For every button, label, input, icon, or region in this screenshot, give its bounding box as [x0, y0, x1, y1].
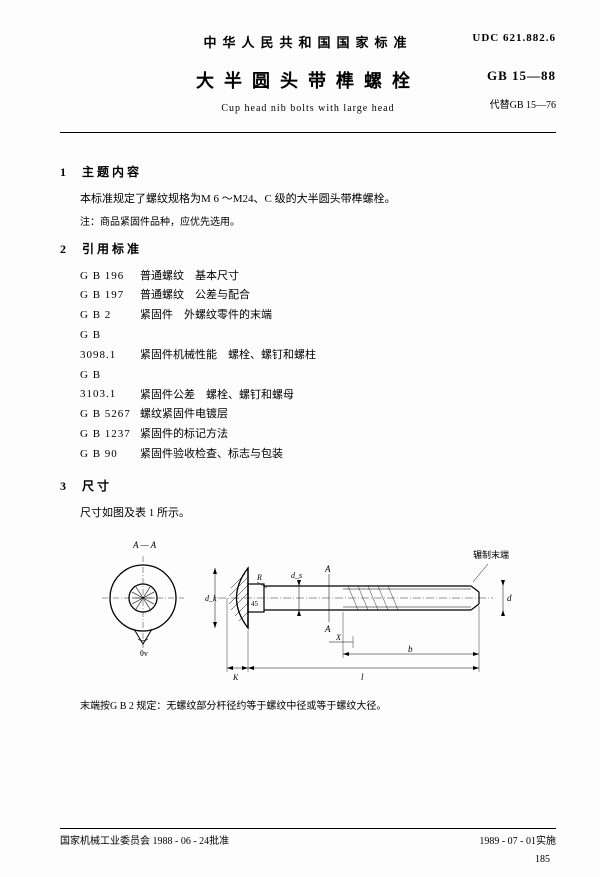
- end-label: 辗制末端: [473, 549, 509, 560]
- ref-desc: 普通螺纹 公差与配合: [140, 289, 250, 301]
- section-3-title: 尺寸: [82, 479, 112, 493]
- ref-item: G B 5267螺纹紧固件电镀层: [80, 405, 556, 425]
- ref-item: G B 196普通螺纹 基本尺寸: [80, 267, 556, 287]
- ref-code: G B 5267: [80, 405, 140, 425]
- footer: 国家机械工业委员会 1988 - 06 - 24批准 1989 - 07 - 0…: [60, 832, 556, 847]
- section-3-body: 尺寸如图及表 1 所示。: [80, 504, 556, 523]
- svg-text:d_s: d_s: [291, 571, 302, 580]
- svg-text:d: d: [507, 593, 512, 603]
- ref-code: G B 196: [80, 267, 140, 287]
- page-number: 185: [535, 854, 550, 865]
- ref-code: G B 3103.1: [80, 366, 140, 406]
- ref-code: G B 3098.1: [80, 326, 140, 366]
- svg-text:θv: θv: [140, 649, 148, 658]
- ref-desc: 螺纹紧固件电镀层: [140, 408, 228, 420]
- title-chinese: 大半圆头带榫螺栓: [60, 67, 556, 93]
- ref-code: G B 90: [80, 445, 140, 465]
- svg-text:A: A: [324, 624, 331, 634]
- svg-text:45: 45: [251, 600, 259, 608]
- ref-item: G B 3103.1紧固件公差 螺栓、螺钉和螺母: [80, 366, 556, 406]
- section-3-num: 3: [60, 479, 76, 494]
- section-1-title: 主题内容: [82, 165, 142, 179]
- effective-text: 1989 - 07 - 01实施: [479, 832, 556, 847]
- svg-text:d_k: d_k: [205, 594, 217, 603]
- udc-code: UDC 621.882.6: [472, 32, 556, 44]
- section-1-note: 注：商品紧固件品种，应优先选用。: [80, 213, 556, 228]
- svg-text:R: R: [256, 573, 262, 582]
- ref-item: G B 197普通螺纹 公差与配合: [80, 286, 556, 306]
- ref-desc: 紧固件验收检查、标志与包装: [140, 448, 283, 460]
- ref-desc: 紧固件公差 螺栓、螺钉和螺母: [140, 388, 294, 400]
- page: 中华人民共和国国家标准 UDC 621.882.6 大半圆头带榫螺栓 GB 15…: [0, 0, 600, 877]
- ref-item: G B 1237紧固件的标记方法: [80, 425, 556, 445]
- ref-code: G B 197: [80, 286, 140, 306]
- section-1-heading: 1 主题内容: [60, 163, 556, 180]
- ref-code: G B 2: [80, 306, 140, 326]
- reference-list: G B 196普通螺纹 基本尺寸 G B 197普通螺纹 公差与配合 G B 2…: [80, 267, 556, 465]
- ref-desc: 紧固件的标记方法: [140, 428, 228, 440]
- ref-desc: 紧固件机械性能 螺栓、螺钉和螺柱: [140, 349, 316, 361]
- section-1-body: 本标准规定了螺纹规格为M 6 ～M24、C 级的大半圆头带榫螺栓。: [80, 190, 556, 209]
- svg-text:b: b: [408, 644, 413, 654]
- svg-text:A: A: [324, 564, 331, 574]
- ref-item: G B 3098.1紧固件机械性能 螺栓、螺钉和螺柱: [80, 326, 556, 366]
- ref-item: G B 2紧固件 外螺纹零件的末端: [80, 306, 556, 326]
- technical-drawing: A — A θv: [60, 536, 556, 689]
- section-2-num: 2: [60, 242, 76, 257]
- ref-desc: 紧固件 外螺纹零件的末端: [140, 309, 272, 321]
- svg-text:l: l: [361, 672, 364, 682]
- section-label: A — A: [132, 540, 157, 550]
- ref-desc: 普通螺纹 基本尺寸: [140, 270, 239, 282]
- header-block: 中华人民共和国国家标准 UDC 621.882.6 大半圆头带榫螺栓 GB 15…: [60, 32, 556, 114]
- ref-item: G B 90紧固件验收检查、标志与包装: [80, 445, 556, 465]
- title-english: Cup head nib bolts with large head: [60, 103, 556, 114]
- approval-text: 国家机械工业委员会 1988 - 06 - 24批准: [60, 832, 229, 847]
- svg-text:K: K: [232, 673, 239, 682]
- section-2-heading: 2 引用标准: [60, 240, 556, 257]
- section-2-title: 引用标准: [82, 242, 142, 256]
- section-3-heading: 3 尺寸: [60, 477, 556, 494]
- gb-code: GB 15—88: [487, 68, 556, 84]
- header-rule: [60, 132, 556, 133]
- footer-rule: [60, 828, 556, 829]
- svg-text:X: X: [335, 633, 342, 642]
- ref-code: G B 1237: [80, 425, 140, 445]
- bolt-drawing-svg: A — A θv: [88, 536, 528, 686]
- figure-caption: 末端按G B 2 规定：无螺纹部分杆径约等于螺纹中径或等于螺纹大径。: [80, 697, 556, 712]
- section-1-num: 1: [60, 165, 76, 180]
- replaces-code: 代替GB 15—76: [490, 96, 556, 111]
